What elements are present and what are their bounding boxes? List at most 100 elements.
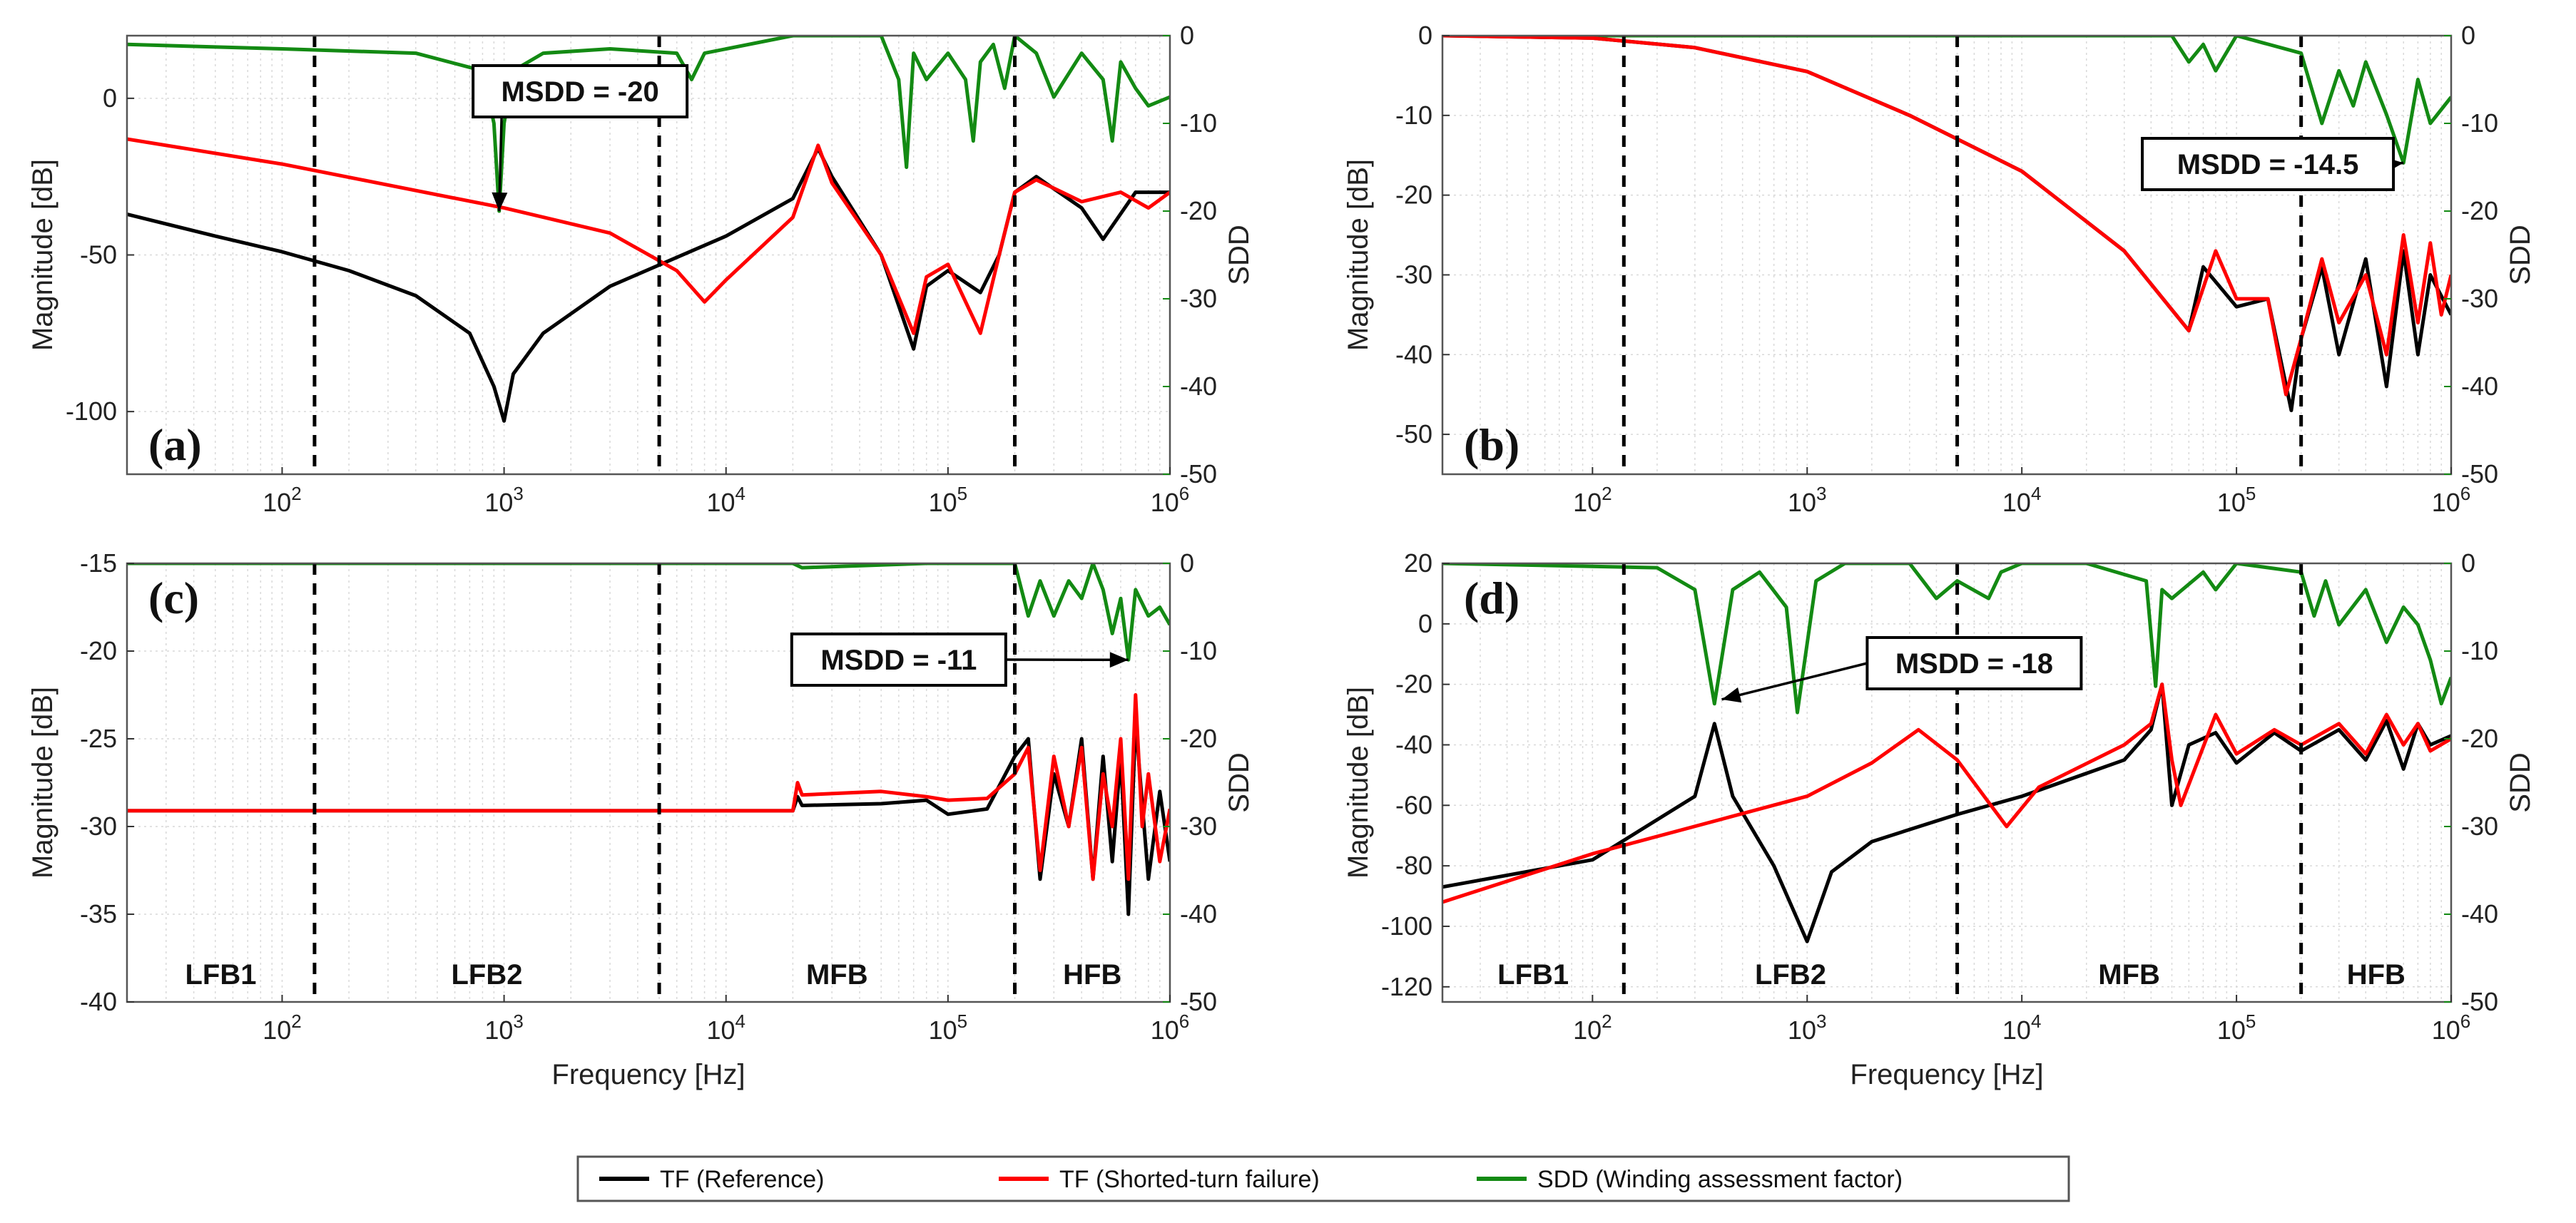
x-tick-label: 106 xyxy=(2432,1010,2471,1045)
y-tick-label: -10 xyxy=(1395,101,1432,130)
series-line-failure xyxy=(127,137,1170,335)
panel-label: (d) xyxy=(1464,573,1519,623)
plot-frame xyxy=(1441,34,2453,476)
y2-tick-label: 0 xyxy=(1180,548,1194,578)
y2-tick-label: -40 xyxy=(2461,899,2498,928)
x-tick-label: 102 xyxy=(1573,483,1612,517)
y-tick-label: -100 xyxy=(66,396,117,426)
y-tick-label: -35 xyxy=(80,899,117,928)
y-tick-label: -25 xyxy=(80,724,117,753)
plot-frame xyxy=(126,562,1171,1003)
series-group xyxy=(127,563,1170,916)
annotation-arrow-head xyxy=(1721,687,1742,703)
x-tick-label: 105 xyxy=(2217,1010,2256,1045)
y2-tick-label: -30 xyxy=(2461,812,2498,841)
legend-box xyxy=(576,1155,2070,1202)
y-tick-label: -40 xyxy=(1395,339,1432,369)
x-tick-label: 104 xyxy=(2002,1010,2042,1045)
y2-tick-label: -10 xyxy=(1180,636,1217,665)
legend: TF (Reference) TF (Shorted-turn failure)… xyxy=(576,1155,2070,1202)
y-tick-label: -20 xyxy=(80,636,117,665)
x-tick-label: 105 xyxy=(2217,483,2256,517)
x-tick-label: 102 xyxy=(263,483,302,517)
grid-lines xyxy=(126,563,1171,1003)
y-tick-label: -50 xyxy=(80,240,117,270)
x-axis-label: Frequency [Hz] xyxy=(1850,1059,2043,1090)
y-tick-label: 0 xyxy=(1418,21,1432,50)
annotation-arrow-shaft xyxy=(1721,662,1868,701)
band-label: HFB xyxy=(1063,959,1121,991)
y-tick-label: -20 xyxy=(1395,180,1432,210)
y-axis-label: Magnitude [dB] xyxy=(27,159,58,351)
panel-label: (b) xyxy=(1464,419,1519,470)
y2-tick-label: 0 xyxy=(2461,21,2475,50)
y2-tick-label: -10 xyxy=(1180,108,1217,138)
band-label: LFB2 xyxy=(452,959,523,991)
panel-c: -15 -20 -25 -30 -35 -40 0 -10 -20 -30 -40 -50 102 103… xyxy=(27,548,1255,1090)
y2-tick-label: -50 xyxy=(2461,459,2498,488)
y2-tick-label: -50 xyxy=(2461,987,2498,1016)
y-tick-label: -30 xyxy=(80,812,117,841)
annotation-text: MSDD = -14.5 xyxy=(2177,149,2359,180)
y2-tick-label: -30 xyxy=(1180,284,1217,313)
y2-tick-label: -50 xyxy=(1180,987,1217,1016)
y2-axis-label: SDD xyxy=(2505,752,2536,812)
panel-b: 0 -10 -20 -30 -40 -50 0 -10 -20 -30 -40 -50 102 103 10… xyxy=(1343,21,2536,517)
y2-axis-label: SDD xyxy=(1223,752,1255,812)
x-tick-label: 103 xyxy=(484,483,524,517)
x-tick-label: 106 xyxy=(1151,1010,1190,1045)
x-tick-label: 102 xyxy=(263,1010,302,1045)
y2-tick-label: -10 xyxy=(2461,636,2498,665)
series-group xyxy=(1442,36,2451,412)
x-tick-label: 105 xyxy=(929,483,968,517)
band-label: MFB xyxy=(806,959,868,991)
y-axis-label: Magnitude [dB] xyxy=(1343,687,1374,879)
series-line-failure xyxy=(1442,36,2451,396)
x-tick-label: 106 xyxy=(1151,483,1190,517)
series-group xyxy=(1442,563,2451,943)
y2-tick-label: 0 xyxy=(2461,548,2475,578)
legend-label-failure: TF (Shorted-turn failure) xyxy=(1059,1166,1320,1193)
y-axis-label: Magnitude [dB] xyxy=(27,687,58,879)
annotation-box xyxy=(472,64,689,118)
y-tick-label: -120 xyxy=(1381,972,1432,1001)
y2-tick-label: -20 xyxy=(2461,196,2498,225)
series-line-sdd xyxy=(1442,36,2451,165)
y2-tick-label: -20 xyxy=(1180,196,1217,225)
annotation-box xyxy=(1865,636,2083,690)
y-tick-label: 0 xyxy=(1418,609,1432,638)
y2-tick-label: -50 xyxy=(1180,459,1217,488)
y2-axis-label: SDD xyxy=(2505,225,2536,285)
series-line-sdd xyxy=(127,36,1170,213)
panel-label: (c) xyxy=(148,573,199,623)
x-axis-label: Frequency [Hz] xyxy=(551,1059,745,1090)
annotation-text: MSDD = -18 xyxy=(1895,648,2053,680)
y-tick-label: -15 xyxy=(80,548,117,578)
y2-tick-label: -40 xyxy=(1180,372,1217,401)
x-tick-label: 102 xyxy=(1573,1010,1612,1045)
series-line-failure xyxy=(127,693,1170,881)
y-tick-label: 20 xyxy=(1404,548,1432,578)
band-label: HFB xyxy=(2347,959,2406,991)
y-tick-label: -30 xyxy=(1395,260,1432,289)
plot-background xyxy=(1442,36,2451,474)
series-line-failure xyxy=(1442,682,2451,904)
annotation-text: MSDD = -11 xyxy=(820,645,977,676)
y-tick-label: -20 xyxy=(1395,670,1432,699)
y2-tick-label: -30 xyxy=(1180,812,1217,841)
y2-tick-label: -20 xyxy=(2461,724,2498,753)
y2-tick-label: 0 xyxy=(1180,21,1194,50)
annotation-text: MSDD = -20 xyxy=(502,76,659,108)
annotation-box xyxy=(790,633,1007,687)
annotation-arrow-head xyxy=(492,192,508,211)
annotation-arrow-head xyxy=(1109,652,1129,668)
legend-label-sdd: SDD (Winding assessment factor) xyxy=(1537,1166,1903,1193)
y2-tick-label: -30 xyxy=(2461,284,2498,313)
x-tick-label: 104 xyxy=(706,1010,745,1045)
band-label: MFB xyxy=(2098,959,2160,991)
band-label: LFB1 xyxy=(1497,959,1569,991)
band-label: LFB2 xyxy=(1755,959,1826,991)
annotation-box xyxy=(2141,137,2396,191)
x-tick-label: 104 xyxy=(706,483,745,517)
